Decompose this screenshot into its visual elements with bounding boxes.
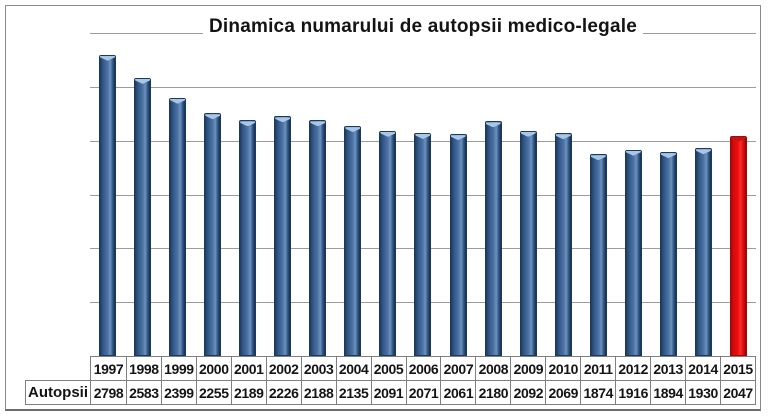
- value-cell-2014: 1930: [685, 381, 720, 404]
- value-cell-2004: 2135: [335, 381, 371, 404]
- bar-slot-2015: [721, 33, 756, 356]
- bar-slot-1998: [125, 33, 160, 356]
- year-cell-2009: 2009: [510, 357, 545, 380]
- series-label-cell: Autopsii: [26, 381, 91, 404]
- bar-slot-2006: [405, 33, 440, 356]
- chart-frame: Dinamica numarului de autopsii medico-le…: [5, 5, 761, 411]
- bar-1998: [134, 77, 152, 356]
- bar-2006: [414, 133, 432, 356]
- bar-slot-2009: [511, 33, 546, 356]
- bar-slot-2007: [441, 33, 476, 356]
- bar-2000: [204, 113, 222, 356]
- bar-1997: [99, 54, 117, 356]
- value-cell-1998: 2583: [125, 381, 161, 404]
- bar-slot-2012: [616, 33, 651, 356]
- year-cell-1999: 1999: [160, 357, 196, 380]
- value-cell-2009: 2092: [510, 381, 545, 404]
- year-cell-2005: 2005: [370, 357, 406, 380]
- year-cell-2000: 2000: [195, 357, 231, 380]
- bar-2007: [449, 134, 467, 356]
- year-cell-2006: 2006: [405, 357, 441, 380]
- bar-slot-2001: [230, 33, 265, 356]
- bar-slot-2010: [546, 33, 581, 356]
- bar-slot-2003: [300, 33, 335, 356]
- bar-2001: [239, 120, 257, 356]
- value-cell-1997: 2798: [93, 384, 124, 401]
- value-cell-2012: 1916: [615, 381, 650, 404]
- bar-2011: [589, 154, 607, 356]
- value-cell-2011: 1874: [580, 381, 615, 404]
- bar-slot-2008: [476, 33, 511, 356]
- bar-2012: [624, 149, 642, 356]
- bar-2004: [344, 126, 362, 356]
- value-cell-1999: 2399: [160, 381, 196, 404]
- bar-slot-2000: [195, 33, 230, 356]
- value-cell-2013: 1894: [650, 381, 685, 404]
- value-cell-2010: 2069: [545, 381, 580, 404]
- year-cell-2002: 2002: [265, 357, 301, 380]
- bar-2002: [274, 116, 292, 356]
- year-cell-1997: 1997: [93, 360, 124, 377]
- series-values-row: 2798 2583 2399 2255 2189 2226 2188 2135 2091 2071…: [91, 381, 755, 404]
- year-cell-2015: 2015: [720, 357, 755, 380]
- value-cell-2003: 2188: [300, 381, 336, 404]
- year-cell-2001: 2001: [230, 357, 266, 380]
- value-cell-2000: 2255: [195, 381, 231, 404]
- bar-slot-2011: [581, 33, 616, 356]
- value-cell-2015: 2047: [720, 381, 755, 404]
- year-cell-2014: 2014: [685, 357, 720, 380]
- year-cell-2008: 2008: [475, 357, 510, 380]
- bar-slot-2002: [265, 33, 300, 356]
- bar-slot-2005: [370, 33, 405, 356]
- year-cell-2007: 2007: [440, 357, 475, 380]
- bar-slot-2004: [335, 33, 370, 356]
- bar-2003: [309, 120, 327, 356]
- bar-2009: [519, 130, 537, 356]
- bar-slot-2013: [651, 33, 686, 356]
- bar-slot-2014: [686, 33, 721, 356]
- bar-slot-1997: [90, 33, 125, 356]
- value-cell-2001: 2189: [230, 381, 266, 404]
- x-axis-category-row: 1997 1998 1999 2000 2001 2002 2003 2004 2005 2006…: [90, 356, 756, 380]
- gridline-2500: [90, 86, 756, 88]
- year-cell-2010: 2010: [545, 357, 580, 380]
- value-cell-2008: 2180: [475, 381, 510, 404]
- value-cell-2006: 2071: [405, 381, 441, 404]
- value-cell-2007: 2061: [440, 381, 475, 404]
- bar-2010: [554, 133, 572, 356]
- year-cell-2003: 2003: [300, 357, 336, 380]
- bar-1999: [169, 97, 187, 356]
- bar-2008: [484, 121, 502, 356]
- bar-2014: [694, 148, 712, 356]
- year-cell-2012: 2012: [615, 357, 650, 380]
- value-cell-2002: 2226: [265, 381, 301, 404]
- value-cell-2005: 2091: [370, 381, 406, 404]
- data-table-row: Autopsii 2798 2583 2399 2255 2189 2226 2188 213…: [25, 380, 756, 405]
- year-cell-1998: 1998: [125, 357, 161, 380]
- bar-2015: [729, 135, 747, 356]
- year-cell-2011: 2011: [580, 357, 615, 380]
- year-cell-2004: 2004: [335, 357, 371, 380]
- bar-slot-1999: [160, 33, 195, 356]
- bars-container: [90, 33, 756, 356]
- bar-2005: [379, 130, 397, 356]
- year-cell-2013: 2013: [650, 357, 685, 380]
- plot-area: [90, 33, 756, 356]
- bar-2013: [659, 152, 677, 356]
